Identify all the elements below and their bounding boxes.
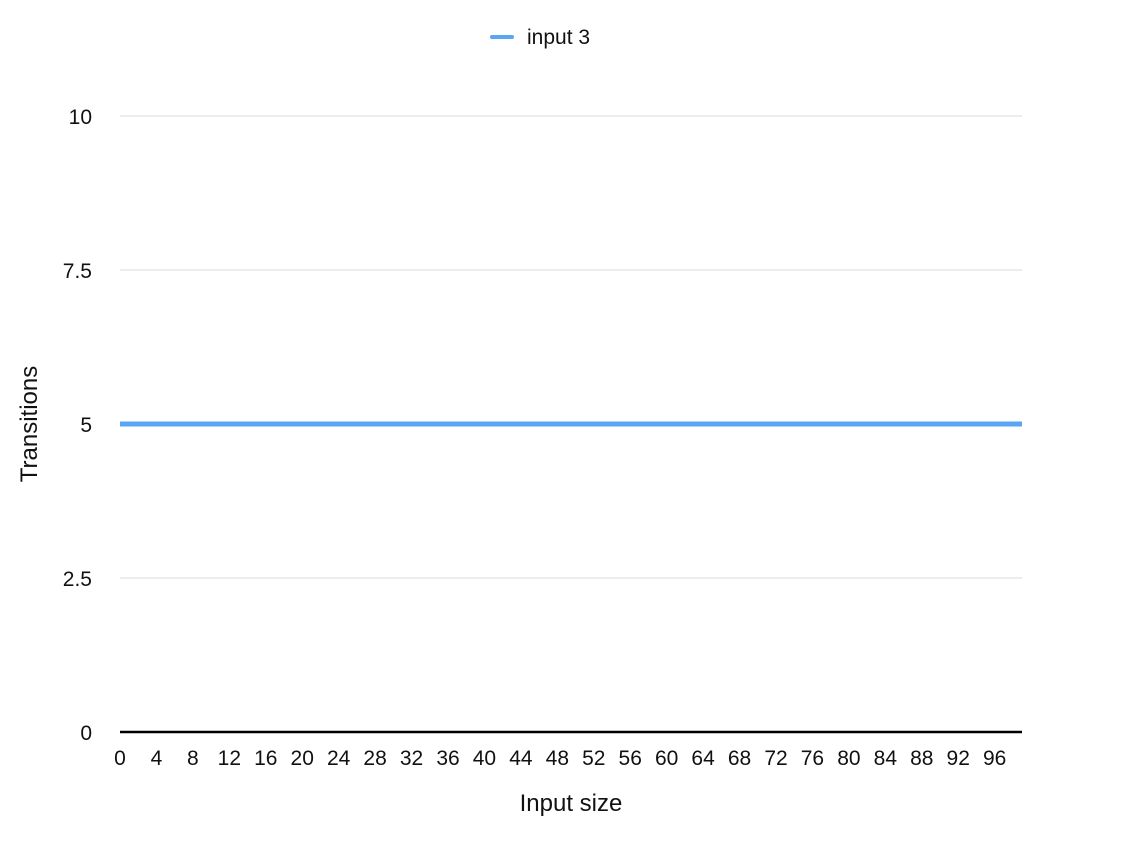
x-tick-label: 52	[582, 747, 605, 770]
legend-label-input-3: input 3	[527, 26, 590, 49]
x-tick-label: 28	[363, 747, 386, 770]
x-tick-label: 40	[473, 747, 496, 770]
y-axis-title: Transitions	[16, 366, 43, 482]
x-tick-label: 88	[910, 747, 933, 770]
x-tick-label: 56	[619, 747, 642, 770]
y-tick-label: 5	[80, 414, 92, 437]
x-axis-ticks: 0 4 8 12 16 20 24 28 32 36 40 44 48 52 56 60 64 68 72 76 80 8…	[114, 747, 1006, 770]
x-axis-title: Input size	[520, 790, 623, 817]
x-tick-label: 68	[728, 747, 751, 770]
x-tick-label: 24	[327, 747, 351, 770]
y-tick-label: 2.5	[63, 568, 92, 591]
x-tick-label: 8	[187, 747, 199, 770]
x-tick-label: 36	[436, 747, 459, 770]
x-tick-label: 44	[509, 747, 533, 770]
x-tick-label: 4	[151, 747, 163, 770]
x-tick-label: 60	[655, 747, 678, 770]
legend: input 3	[490, 26, 590, 49]
x-tick-label: 64	[691, 747, 715, 770]
y-axis-ticks: 0 2.5 5 7.5 10	[63, 106, 92, 745]
x-tick-label: 80	[837, 747, 860, 770]
y-tick-label: 7.5	[63, 260, 92, 283]
grid-lines	[120, 115, 1022, 579]
y-tick-label: 10	[69, 106, 92, 129]
x-tick-label: 96	[983, 747, 1006, 770]
x-tick-label: 32	[400, 747, 423, 770]
y-tick-label: 0	[80, 722, 92, 745]
x-tick-label: 20	[291, 747, 314, 770]
x-tick-label: 12	[218, 747, 241, 770]
x-tick-label: 92	[947, 747, 970, 770]
x-tick-label: 76	[801, 747, 824, 770]
x-tick-label: 0	[114, 747, 126, 770]
x-tick-label: 16	[254, 747, 277, 770]
x-tick-label: 84	[874, 747, 898, 770]
x-tick-label: 48	[546, 747, 569, 770]
x-tick-label: 72	[764, 747, 787, 770]
